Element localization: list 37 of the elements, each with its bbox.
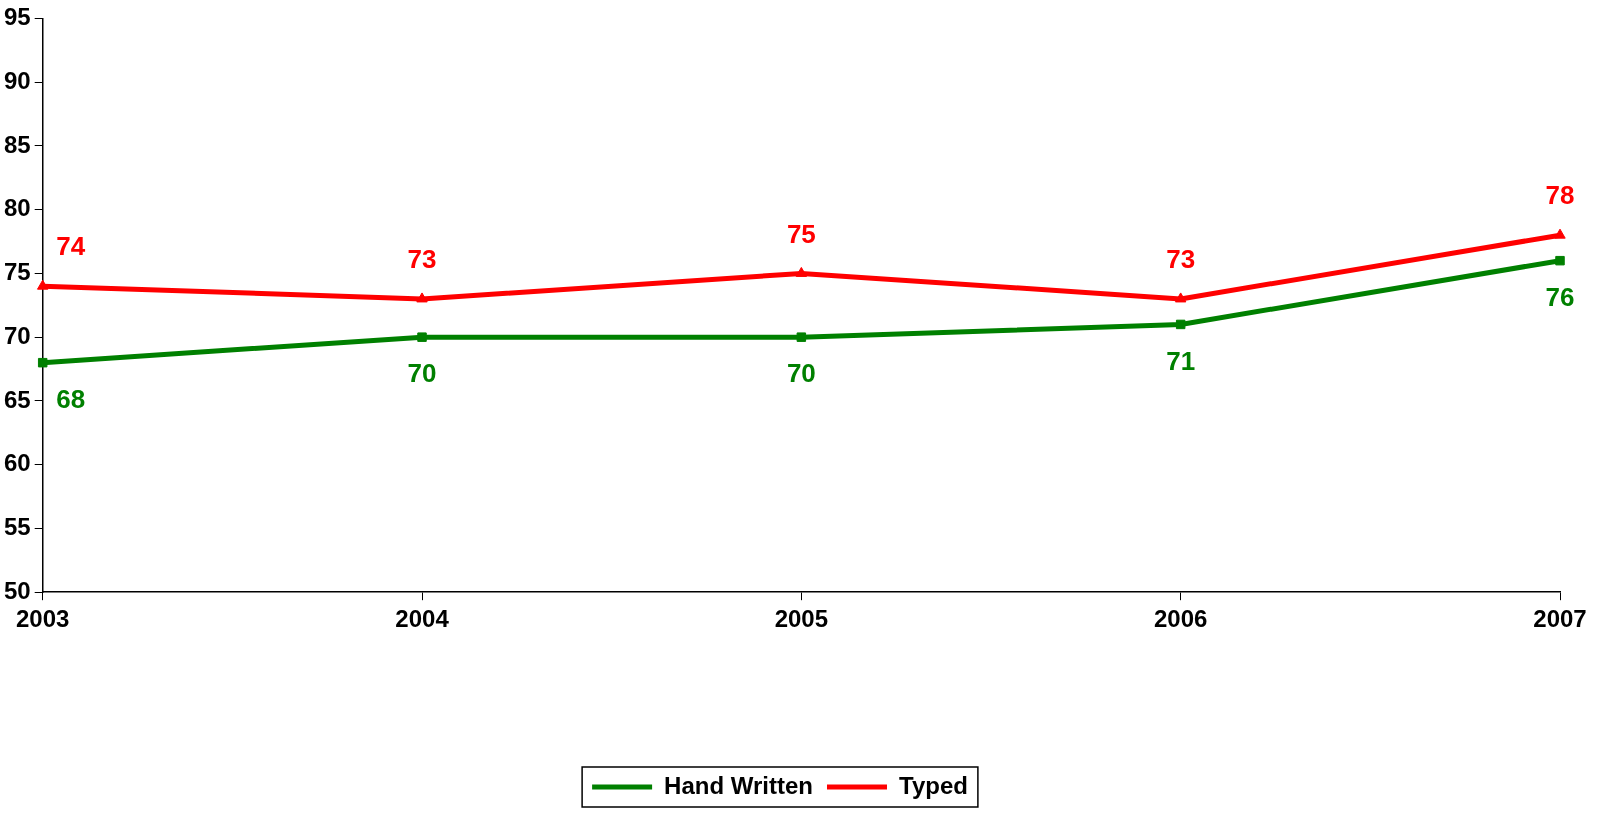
data-label: 74: [56, 231, 86, 262]
x-tick-label: 2007: [1533, 605, 1587, 633]
y-tick-label: 95: [3, 3, 31, 31]
point: [37, 279, 49, 290]
y-tick-label: 60: [3, 449, 31, 477]
x-tick-label: 2005: [774, 605, 829, 633]
data-label: 78: [1545, 180, 1575, 211]
data-label: 75: [786, 218, 816, 249]
point: [1175, 319, 1186, 330]
x-tick-label: 2004: [395, 605, 450, 633]
point: [1555, 255, 1565, 266]
y-tick-label: 75: [3, 258, 31, 286]
point: [1174, 292, 1187, 303]
data-label: 68: [56, 383, 86, 414]
point: [37, 357, 48, 368]
data-label: 73: [407, 244, 437, 275]
legend-label: Hand Written: [664, 771, 813, 799]
y-tick-label: 55: [3, 513, 31, 541]
x-tick-label: 2003: [16, 605, 70, 633]
point: [417, 332, 427, 342]
point: [1554, 228, 1566, 239]
data-label: 70: [786, 358, 816, 389]
x-tick-label: 2006: [1153, 605, 1208, 633]
y-tick-label: 85: [3, 130, 31, 158]
y-tick-label: 65: [3, 385, 31, 413]
y-tick-label: 50: [3, 576, 31, 604]
y-tick-label: 80: [3, 194, 31, 222]
data-label: 70: [407, 358, 437, 389]
point: [416, 292, 428, 303]
data-label: 73: [1166, 244, 1196, 275]
data-label: 76: [1545, 281, 1575, 312]
point: [796, 332, 807, 342]
data-label: 71: [1166, 345, 1196, 376]
legend-label: Typed: [899, 771, 968, 799]
y-tick-label: 90: [3, 66, 31, 94]
y-tick-label: 70: [3, 321, 31, 349]
point: [795, 266, 808, 277]
